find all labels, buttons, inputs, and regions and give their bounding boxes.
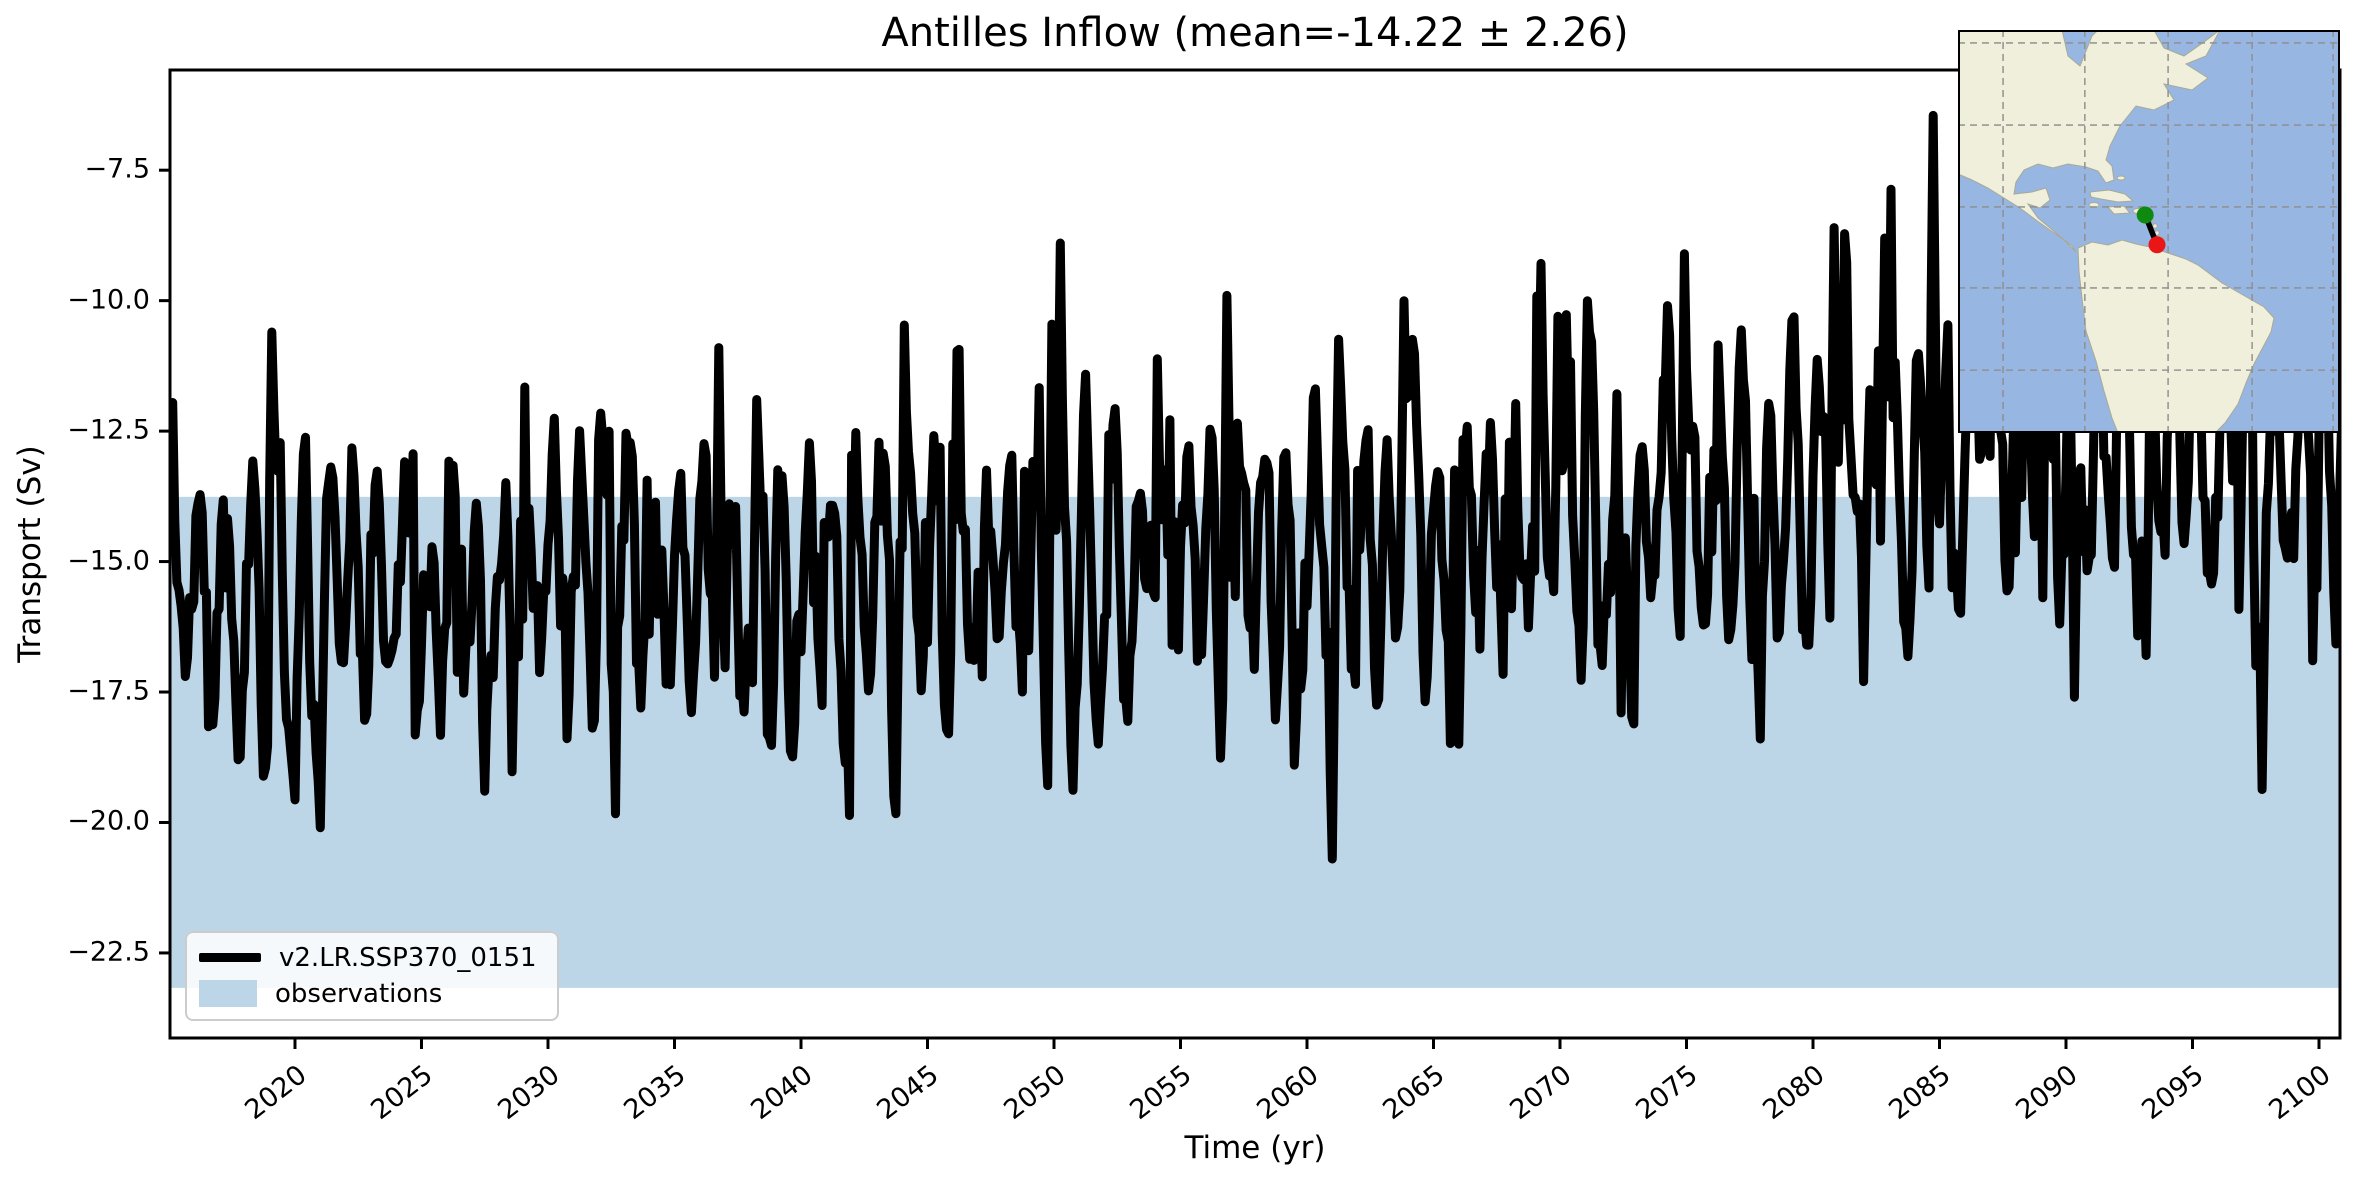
section-endpoint-north-marker	[2136, 206, 2154, 224]
legend: v2.LR.SSP370_0151 observations	[185, 931, 559, 1021]
series-line-swatch	[199, 953, 261, 963]
inset-locator-map	[1958, 30, 2340, 433]
y-tick-label: −17.5	[67, 675, 150, 707]
y-tick-label: −22.5	[67, 936, 150, 968]
y-tick-label: −12.5	[67, 414, 150, 446]
legend-item-series: v2.LR.SSP370_0151	[187, 945, 557, 971]
series-line	[170, 110, 2340, 864]
y-tick-label: −15.0	[67, 544, 150, 576]
page-title: Antilles Inflow (mean=-14.22 ± 2.26)	[881, 10, 1629, 56]
y-tick-label: −10.0	[67, 283, 150, 315]
map-section-markers	[2136, 206, 2166, 254]
y-tick-label: −20.0	[67, 805, 150, 837]
legend-label-observations: observations	[275, 978, 443, 1009]
observations-patch-swatch	[199, 980, 257, 1008]
y-tick-label: −7.5	[84, 153, 150, 185]
map-gridlines	[1958, 30, 2340, 433]
axes-frame	[159, 68, 2342, 1049]
legend-item-observations: observations	[187, 978, 557, 1009]
x-axis-label: Time (yr)	[1184, 1130, 1326, 1166]
legend-label-series: v2.LR.SSP370_0151	[279, 942, 537, 973]
section-endpoint-south-marker	[2148, 236, 2166, 254]
